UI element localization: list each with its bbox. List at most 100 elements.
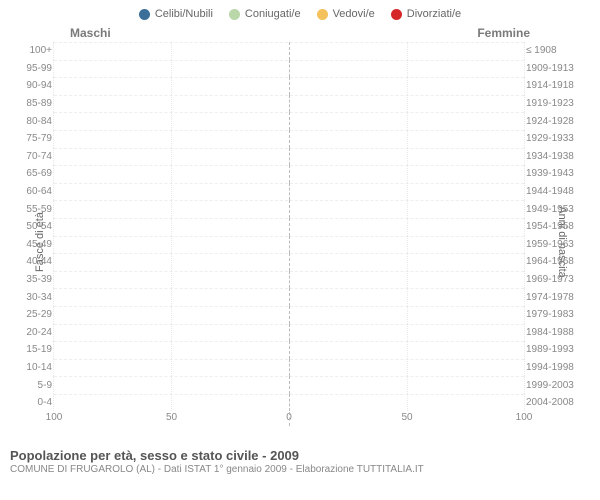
age-label: 100+ bbox=[18, 45, 52, 56]
half-left bbox=[54, 376, 289, 394]
half-left bbox=[54, 60, 289, 78]
birth-year-label: 1989-1993 bbox=[526, 344, 582, 355]
birth-year-label: 1944-1948 bbox=[526, 186, 582, 197]
age-label: 45-49 bbox=[18, 239, 52, 250]
legend: Celibi/Nubili Coniugati/e Vedovi/e Divorzia… bbox=[10, 8, 590, 20]
half-right bbox=[289, 271, 524, 289]
birth-year-label: 1959-1963 bbox=[526, 239, 582, 250]
pyramid-row: 60-641944-1948 bbox=[54, 183, 524, 201]
age-label: 95-99 bbox=[18, 63, 52, 74]
half-right bbox=[289, 253, 524, 271]
half-right bbox=[289, 42, 524, 60]
half-right bbox=[289, 341, 524, 359]
birth-year-label: 1984-1988 bbox=[526, 327, 582, 338]
half-right bbox=[289, 183, 524, 201]
chart-subtitle: COMUNE DI FRUGAROLO (AL) - Dati ISTAT 1°… bbox=[10, 464, 590, 475]
pyramid-row: 55-591949-1953 bbox=[54, 200, 524, 218]
half-left bbox=[54, 236, 289, 254]
age-label: 50-54 bbox=[18, 221, 52, 232]
age-label: 15-19 bbox=[18, 344, 52, 355]
age-label: 30-34 bbox=[18, 292, 52, 303]
age-label: 85-89 bbox=[18, 98, 52, 109]
half-right bbox=[289, 165, 524, 183]
half-right bbox=[289, 288, 524, 306]
pyramid-row: 75-791929-1933 bbox=[54, 130, 524, 148]
side-titles: Maschi Femmine bbox=[10, 26, 590, 40]
pyramid-row: 5-91999-2003 bbox=[54, 376, 524, 394]
birth-year-label: 1939-1943 bbox=[526, 168, 582, 179]
x-tick: 50 bbox=[401, 412, 412, 423]
half-left bbox=[54, 341, 289, 359]
half-right bbox=[289, 130, 524, 148]
half-left bbox=[54, 130, 289, 148]
half-left bbox=[54, 271, 289, 289]
birth-year-label: 1999-2003 bbox=[526, 380, 582, 391]
pyramid-row: 50-541954-1958 bbox=[54, 218, 524, 236]
pyramid-row: 65-691939-1943 bbox=[54, 165, 524, 183]
pyramid-row: 100+≤ 1908 bbox=[54, 42, 524, 60]
pyramid-row: 25-291979-1983 bbox=[54, 306, 524, 324]
half-left bbox=[54, 95, 289, 113]
pyramid-row: 0-42004-2008 bbox=[54, 394, 524, 412]
half-right bbox=[289, 95, 524, 113]
age-label: 40-44 bbox=[18, 256, 52, 267]
half-right bbox=[289, 359, 524, 377]
age-label: 0-4 bbox=[18, 397, 52, 408]
chart-title: Popolazione per età, sesso e stato civil… bbox=[10, 448, 590, 463]
legend-item: Celibi/Nubili bbox=[139, 8, 213, 20]
half-left bbox=[54, 324, 289, 342]
half-right bbox=[289, 112, 524, 130]
pyramid-row: 15-191989-1993 bbox=[54, 341, 524, 359]
birth-year-label: 1969-1973 bbox=[526, 274, 582, 285]
x-axis-right: 50100 bbox=[289, 412, 524, 426]
females-label: Femmine bbox=[477, 26, 530, 40]
pyramid-row: 10-141994-1998 bbox=[54, 359, 524, 377]
x-axis-left: 100500 bbox=[54, 412, 289, 426]
half-left bbox=[54, 253, 289, 271]
birth-year-label: 1964-1968 bbox=[526, 256, 582, 267]
legend-label: Divorziati/e bbox=[407, 8, 461, 20]
pyramid-row: 20-241984-1988 bbox=[54, 324, 524, 342]
birth-year-label: 1929-1933 bbox=[526, 133, 582, 144]
legend-label: Coniugati/e bbox=[245, 8, 301, 20]
age-label: 65-69 bbox=[18, 168, 52, 179]
legend-item: Vedovi/e bbox=[317, 8, 375, 20]
half-left bbox=[54, 200, 289, 218]
legend-swatch bbox=[139, 9, 150, 20]
half-right bbox=[289, 60, 524, 78]
birth-year-label: 1994-1998 bbox=[526, 362, 582, 373]
age-label: 25-29 bbox=[18, 309, 52, 320]
pyramid-row: 45-491959-1963 bbox=[54, 236, 524, 254]
half-right bbox=[289, 324, 524, 342]
x-tick: 100 bbox=[516, 412, 533, 423]
half-left bbox=[54, 77, 289, 95]
half-right bbox=[289, 148, 524, 166]
half-left bbox=[54, 148, 289, 166]
pyramid-row: 90-941914-1918 bbox=[54, 77, 524, 95]
males-label: Maschi bbox=[70, 26, 111, 40]
legend-label: Vedovi/e bbox=[333, 8, 375, 20]
x-tick: 50 bbox=[166, 412, 177, 423]
pyramid-row: 40-441964-1968 bbox=[54, 253, 524, 271]
half-left bbox=[54, 288, 289, 306]
birth-year-label: 1934-1938 bbox=[526, 151, 582, 162]
legend-item: Divorziati/e bbox=[391, 8, 461, 20]
age-label: 80-84 bbox=[18, 116, 52, 127]
half-left bbox=[54, 306, 289, 324]
half-left bbox=[54, 394, 289, 412]
legend-swatch bbox=[317, 9, 328, 20]
x-tick: 100 bbox=[46, 412, 63, 423]
birth-year-label: 1924-1928 bbox=[526, 116, 582, 127]
birth-year-label: 1919-1923 bbox=[526, 98, 582, 109]
birth-year-label: ≤ 1908 bbox=[526, 45, 582, 56]
age-label: 60-64 bbox=[18, 186, 52, 197]
age-label: 20-24 bbox=[18, 327, 52, 338]
age-label: 70-74 bbox=[18, 151, 52, 162]
legend-swatch bbox=[229, 9, 240, 20]
birth-year-label: 1954-1958 bbox=[526, 221, 582, 232]
pyramid-row: 35-391969-1973 bbox=[54, 271, 524, 289]
half-left bbox=[54, 42, 289, 60]
age-label: 35-39 bbox=[18, 274, 52, 285]
birth-year-label: 1974-1978 bbox=[526, 292, 582, 303]
birth-year-label: 1979-1983 bbox=[526, 309, 582, 320]
